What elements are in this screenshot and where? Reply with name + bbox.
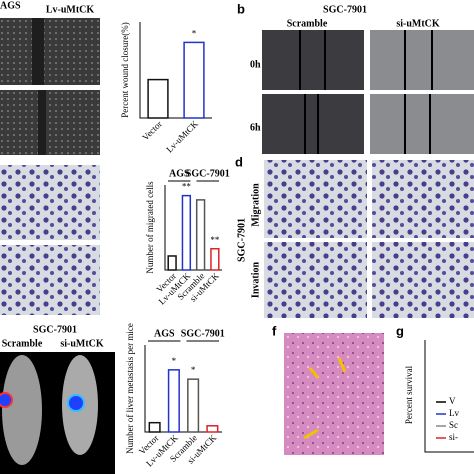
bar: [187, 378, 200, 433]
x-tick-label: Vector: [140, 119, 164, 143]
panel-e-cell-line: SGC-7901: [33, 324, 77, 335]
panel-b-column: si-uMtCK: [396, 18, 440, 29]
panel-e-column: Scramble: [2, 338, 43, 349]
significance: *: [192, 28, 197, 38]
panel-d-row: Migration: [250, 183, 261, 227]
bar: [183, 41, 205, 119]
y-label: Number of liver metastasis per mice: [125, 323, 135, 454]
luminescence: [0, 392, 13, 408]
wound-image: [0, 18, 100, 85]
bar: [148, 421, 161, 433]
bar: [167, 255, 177, 271]
transwell-image: [0, 165, 100, 240]
group-label: AGS: [154, 328, 175, 339]
group-label: SGC-7901: [181, 328, 225, 339]
panel-letter: f: [272, 323, 277, 338]
bar: [210, 248, 220, 271]
panel-a-cell-line: AGS: [0, 0, 21, 11]
x-tick-label: Lv-uMtCK: [164, 118, 200, 154]
transwell-image: [372, 242, 474, 318]
legend-label: si-: [449, 432, 458, 442]
panel-b-column: Scramble: [287, 18, 328, 29]
significance: *: [172, 356, 177, 366]
wound-image: [370, 94, 474, 154]
wound-gap: [38, 90, 46, 155]
significance: **: [210, 235, 220, 245]
bar: [147, 78, 169, 119]
panel-e-column: si-uMtCK: [60, 338, 104, 349]
y-label: Number of migrated cells: [145, 181, 155, 274]
wound-image: [262, 94, 364, 154]
wound-image: [370, 30, 474, 90]
transwell-image: [372, 160, 474, 238]
significance: **: [182, 182, 192, 192]
panel-a-column: Lv-uMtCK: [46, 4, 95, 15]
significance: *: [191, 365, 196, 375]
legend-label: Lv: [449, 408, 459, 418]
axis: [424, 340, 474, 453]
mouse: [2, 355, 42, 465]
wound-image: [262, 30, 364, 90]
transwell-image: [264, 160, 367, 238]
transwell-image: [0, 245, 100, 315]
legend-label: Sc: [449, 420, 458, 430]
panel-b-cell-line: SGC-7901: [323, 4, 367, 15]
wound-gap: [32, 18, 44, 85]
legend-label: V: [449, 396, 456, 406]
luminescence: [67, 394, 85, 412]
axis: [144, 345, 222, 433]
y-label: Percent survival: [404, 365, 414, 424]
histology-image: [284, 333, 384, 455]
y-label: Percent wound closure(%): [120, 22, 130, 117]
bar: [206, 425, 219, 433]
panel-d-row: Invation: [250, 262, 261, 299]
wound-image: [0, 90, 100, 155]
bar: [167, 369, 180, 433]
panel-d-cell-line: SGC-7901: [236, 218, 247, 262]
panel-letter: b: [237, 1, 245, 16]
bar: [195, 199, 206, 271]
panel-letter: d: [235, 154, 243, 169]
panel-b-row: 6h: [250, 122, 261, 133]
arrows: [303, 357, 347, 440]
panel-letter: g: [396, 323, 404, 338]
transwell-image: [264, 242, 367, 318]
wound-edges: [299, 30, 433, 154]
group-label: AGS: [169, 168, 190, 179]
group-label: SGC-7901: [186, 168, 230, 179]
panel-b-row: 0h: [250, 59, 261, 70]
bar: [181, 194, 192, 271]
